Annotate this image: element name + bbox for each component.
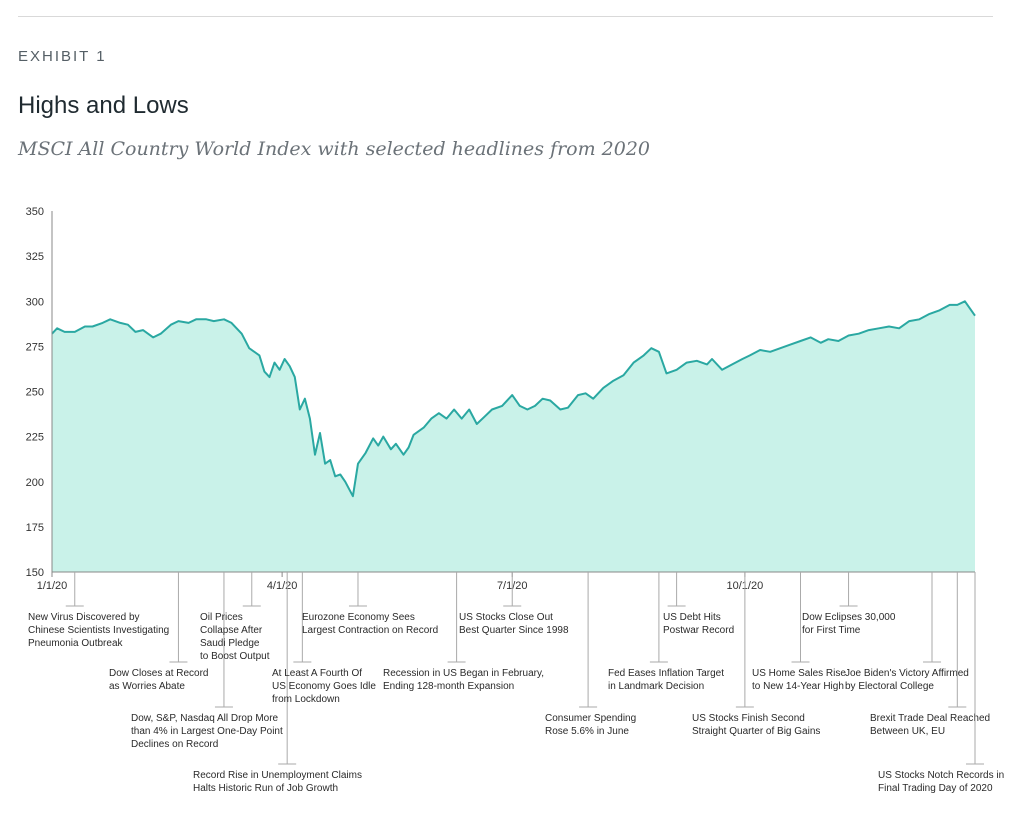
y-tick-label: 300 <box>26 296 44 308</box>
annotation-label: US Debt Hits Postwar Record <box>663 612 734 636</box>
annotation-line: Postwar Record <box>663 625 734 636</box>
annotation-label: Record Rise in Unemployment Claims Halts … <box>193 770 362 794</box>
annotation-line: to New 14-Year High <box>752 681 844 692</box>
annotation-line: Collapse After <box>200 625 263 636</box>
annotation-label: Fed Eases Inflation Target in Landmark De… <box>608 668 724 692</box>
annotation-line: Saudi Pledge <box>200 638 260 649</box>
annotation-line: Fed Eases Inflation Target <box>608 668 724 679</box>
annotation-line: as Worries Abate <box>109 681 185 692</box>
y-tick-label: 200 <box>26 477 44 489</box>
annotation-line: Chinese Scientists Investigating <box>28 625 169 636</box>
annotation-line: from Lockdown <box>272 694 340 705</box>
annotation-line: US Stocks Finish Second <box>692 713 805 724</box>
annotation-line: Final Trading Day of 2020 <box>878 783 993 794</box>
annotation-line: Ending 128-month Expansion <box>383 681 514 692</box>
annotation-line: Oil Prices <box>200 612 243 623</box>
annotation-label: US Stocks Finish Second Straight Quarter … <box>692 713 820 737</box>
annotation-label: US Stocks Notch Records in Final Trading … <box>878 770 1004 794</box>
annotation-line: Brexit Trade Deal Reached <box>870 713 990 724</box>
exhibit-label: EXHIBIT 1 <box>18 48 107 65</box>
annotation-label: Eurozone Economy Sees Largest Contraction… <box>302 612 438 636</box>
x-tick-label: 1/1/20 <box>37 580 68 592</box>
page-title: Highs and Lows <box>18 92 189 119</box>
annotation-line: Joe Biden's Victory Affirmed <box>845 668 969 679</box>
annotation-line: in Landmark Decision <box>608 681 704 692</box>
y-tick-label: 350 <box>26 206 44 218</box>
annotation-line: At Least A Fourth Of <box>272 668 362 679</box>
index-area-fill <box>52 301 975 572</box>
annotation-label: Brexit Trade Deal Reached Between UK, EU <box>870 713 990 737</box>
annotation-label: At Least A Fourth Of US Economy Goes Idle… <box>272 668 376 705</box>
top-rule <box>18 16 993 17</box>
x-tick-label: 4/1/20 <box>267 580 298 592</box>
annotation-line: New Virus Discovered by <box>28 612 140 623</box>
annotation-label: Joe Biden's Victory Affirmed by Electoral… <box>845 668 969 692</box>
annotation-line: to Boost Output <box>200 651 270 662</box>
annotation-line: Largest Contraction on Record <box>302 625 438 636</box>
annotation-line: Dow, S&P, Nasdaq All Drop More <box>131 713 279 724</box>
annotation-label: Consumer Spending Rose 5.6% in June <box>545 713 636 737</box>
annotation-line: US Home Sales Rise <box>752 668 846 679</box>
y-tick-label: 175 <box>26 522 44 534</box>
annotation-line: Rose 5.6% in June <box>545 726 629 737</box>
annotation-line: US Economy Goes Idle <box>272 681 376 692</box>
annotation-line: US Stocks Close Out <box>459 612 553 623</box>
annotation-line: Consumer Spending <box>545 713 636 724</box>
annotation-label: US Stocks Close Out Best Quarter Since 19… <box>459 612 569 636</box>
annotation-label: Oil Prices Collapse After Saudi Pledge to B… <box>200 612 270 662</box>
annotation-label: Dow Closes at Record as Worries Abate <box>109 668 208 692</box>
annotation-line: Best Quarter Since 1998 <box>459 625 569 636</box>
annotation-line: by Electoral College <box>845 681 934 692</box>
annotation-line: for First Time <box>802 625 861 636</box>
annotation-label: Dow, S&P, Nasdaq All Drop More than 4% in… <box>131 713 283 750</box>
annotation-line: than 4% in Largest One-Day Point <box>131 726 283 737</box>
y-tick-label: 225 <box>26 432 44 444</box>
annotation-label: New Virus Discovered by Chinese Scientist… <box>28 612 169 649</box>
annotation-label: Dow Eclipses 30,000 for First Time <box>802 612 896 636</box>
annotation-line: Recession in US Began in February, <box>383 668 544 679</box>
y-tick-label: 325 <box>26 251 44 263</box>
annotation-line: Between UK, EU <box>870 726 945 737</box>
y-tick-label: 150 <box>26 567 44 579</box>
annotation-label: US Home Sales Rise to New 14-Year High <box>752 668 846 692</box>
annotation-label: Recession in US Began in February, Ending… <box>383 668 544 692</box>
y-tick-label: 275 <box>26 341 44 353</box>
annotation-line: Pneumonia Outbreak <box>28 638 124 649</box>
annotation-line: Declines on Record <box>131 739 218 750</box>
annotation-line: Dow Eclipses 30,000 <box>802 612 896 623</box>
page-subtitle: MSCI All Country World Index with select… <box>18 138 651 160</box>
annotation-line: Eurozone Economy Sees <box>302 612 415 623</box>
annotation-line: Halts Historic Run of Job Growth <box>193 783 338 794</box>
annotation-line: US Debt Hits <box>663 612 721 623</box>
y-tick-label: 250 <box>26 387 44 399</box>
annotation-line: Straight Quarter of Big Gains <box>692 726 820 737</box>
annotation-line: Record Rise in Unemployment Claims <box>193 770 362 781</box>
index-line <box>51 300 976 498</box>
annotation-line: US Stocks Notch Records in <box>878 770 1004 781</box>
annotation-line: Dow Closes at Record <box>109 668 208 679</box>
